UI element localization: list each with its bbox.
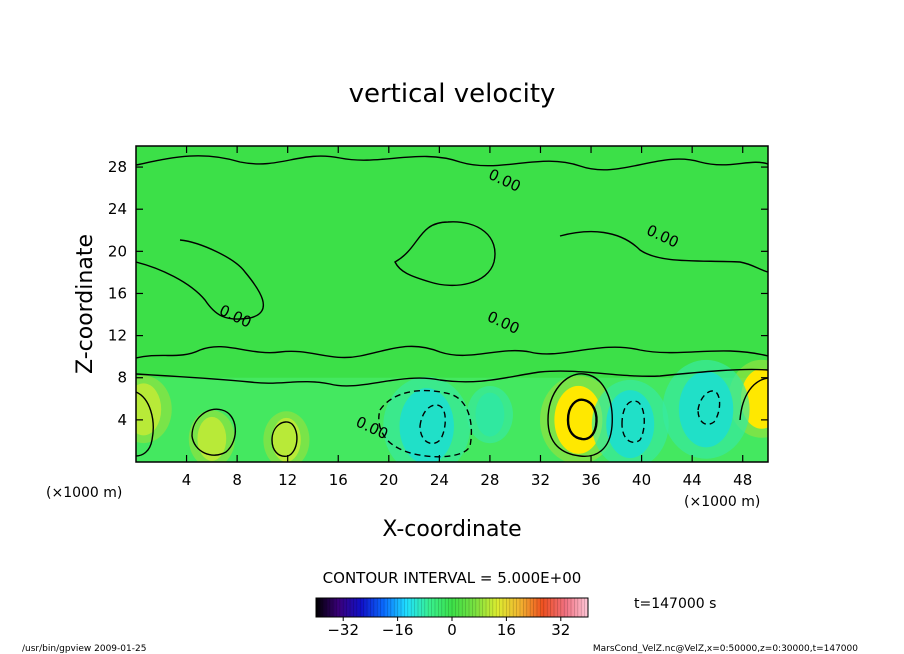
footer-right: MarsCond_VelZ.nc@VelZ,x=0:50000,z=0:3000… <box>593 644 858 654</box>
contour-downdraft-outer <box>378 389 473 458</box>
colorbar-tick-label: −32 <box>327 621 359 639</box>
y-axis-label: Z-coordinate <box>73 234 98 374</box>
contour-lower-band <box>136 368 768 387</box>
x-tick-label: 20 <box>379 471 398 489</box>
colorbar-tick-label: 16 <box>497 621 516 639</box>
y-axis: 4 8 12 16 20 24 28 <box>108 158 768 429</box>
contour-lines-negative <box>378 389 721 458</box>
plot-area: 0.00 0.000.000.000.00 <box>136 146 768 462</box>
x-tick-label: 32 <box>531 471 550 489</box>
contour-downdraft-2 <box>621 400 645 443</box>
contour-mid-blob <box>394 221 496 287</box>
x-tick-label: 12 <box>278 471 297 489</box>
y-tick-label: 16 <box>108 284 127 302</box>
y-tick-label: 28 <box>108 158 127 176</box>
x-tick-label: 44 <box>683 471 702 489</box>
velocity-features <box>136 359 768 462</box>
contour-downdraft-3 <box>697 390 721 426</box>
y-tick-label: 4 <box>117 411 127 429</box>
x-axis: 4 8 12 16 20 24 28 32 36 40 44 48 <box>182 146 752 489</box>
updraft-core <box>197 416 227 461</box>
x-tick-label: 48 <box>733 471 752 489</box>
colorbar-tick-label: 0 <box>447 621 457 639</box>
downdraft-core <box>678 371 734 448</box>
contour-left-cell-2 <box>271 421 298 457</box>
y-tick-label: 24 <box>108 200 127 218</box>
time-label: t=147000 s <box>634 596 716 612</box>
contour-left-cell <box>191 408 236 456</box>
contour-downdraft-1 <box>419 404 446 445</box>
x-tick-label: 4 <box>182 471 192 489</box>
x-tick-label: 16 <box>329 471 348 489</box>
contour-big-updraft-outer <box>547 373 613 457</box>
y-tick-label: 20 <box>108 242 127 260</box>
x-tick-label: 36 <box>581 471 600 489</box>
downdraft-core <box>606 390 655 459</box>
y-axis-unit: (×1000 m) <box>46 485 122 501</box>
contour-lines <box>136 155 768 457</box>
y-tick-label: 8 <box>117 369 127 387</box>
colorbar-tick-label: −16 <box>382 621 414 639</box>
x-tick-label: 40 <box>632 471 651 489</box>
chart-title: vertical velocity <box>349 79 556 109</box>
colorbar-stripes <box>319 598 585 617</box>
colorbar-tick-label: 32 <box>551 621 570 639</box>
x-tick-label: 28 <box>480 471 499 489</box>
contour-big-updraft-inner <box>566 398 598 441</box>
y-tick-label: 12 <box>108 327 127 345</box>
x-axis-unit: (×1000 m) <box>684 494 760 510</box>
contour-top <box>136 155 768 171</box>
contour-right-updraft <box>739 377 768 421</box>
colorbar-ticks: −32 −16 0 16 32 <box>327 617 570 639</box>
contour-interval: CONTOUR INTERVAL = 5.000E+00 <box>323 569 582 587</box>
footer-left: /usr/bin/gpview 2009-01-25 <box>22 644 146 654</box>
contour-left-edge-updraft <box>136 391 154 457</box>
updraft-core <box>136 383 162 436</box>
plot-frame <box>135 145 769 463</box>
x-axis-label: X-coordinate <box>382 517 521 542</box>
x-tick-label: 24 <box>430 471 449 489</box>
contour-upper-left <box>136 239 264 320</box>
downdraft-core <box>475 392 505 437</box>
x-tick-label: 8 <box>232 471 242 489</box>
contour-mid-band <box>136 345 768 359</box>
contour-right-upper <box>559 231 768 273</box>
